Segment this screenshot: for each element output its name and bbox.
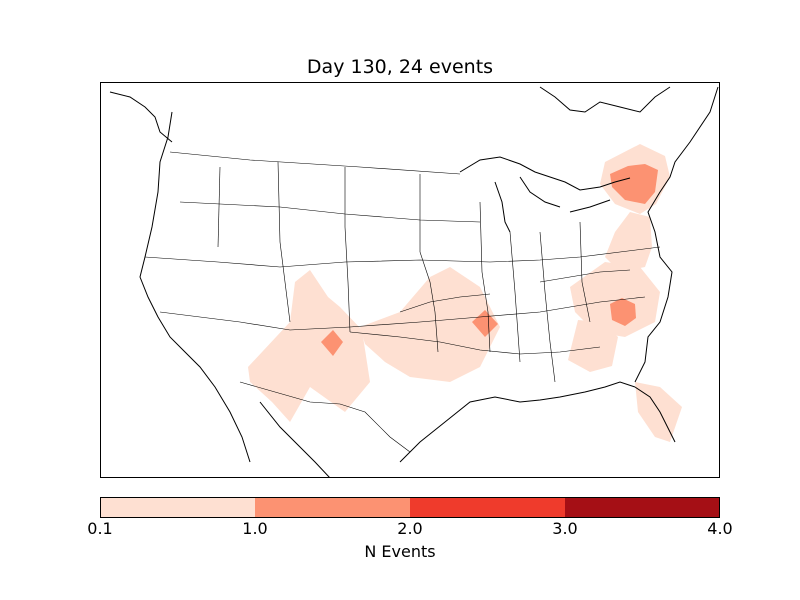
map-frame [100, 82, 720, 478]
colorbar-tick: 1.0 [242, 519, 268, 538]
event-area-new-mexico-core [321, 330, 343, 356]
colorbar-tick: 3.0 [552, 519, 578, 538]
coastlines [109, 86, 719, 478]
event-area-carolinas-core [610, 298, 636, 326]
colorbar-tick: 4.0 [707, 519, 733, 538]
colorbar-bin [565, 497, 720, 518]
colorbar-bin [100, 497, 255, 518]
plot-title: Day 130, 24 events [306, 56, 494, 78]
event-area-carolinas [570, 262, 660, 337]
event-area-arkansas-core [472, 310, 498, 337]
us-map [100, 82, 720, 478]
colorbar-bin [255, 497, 410, 518]
event-shading [248, 144, 682, 442]
colorbar-label: N Events [364, 542, 436, 561]
colorbar-tick: 2.0 [397, 519, 423, 538]
event-area-southern-plains [360, 267, 500, 382]
state-borders [144, 151, 661, 453]
event-area-florida [635, 382, 682, 442]
event-area-new-york-core [610, 164, 658, 204]
event-area-georgia [568, 320, 618, 372]
colorbar [100, 497, 720, 518]
event-area-mid-atlantic [605, 212, 652, 272]
event-area-southwest [248, 270, 370, 422]
colorbar-bin [410, 497, 565, 518]
colorbar-tick: 0.1 [87, 519, 113, 538]
